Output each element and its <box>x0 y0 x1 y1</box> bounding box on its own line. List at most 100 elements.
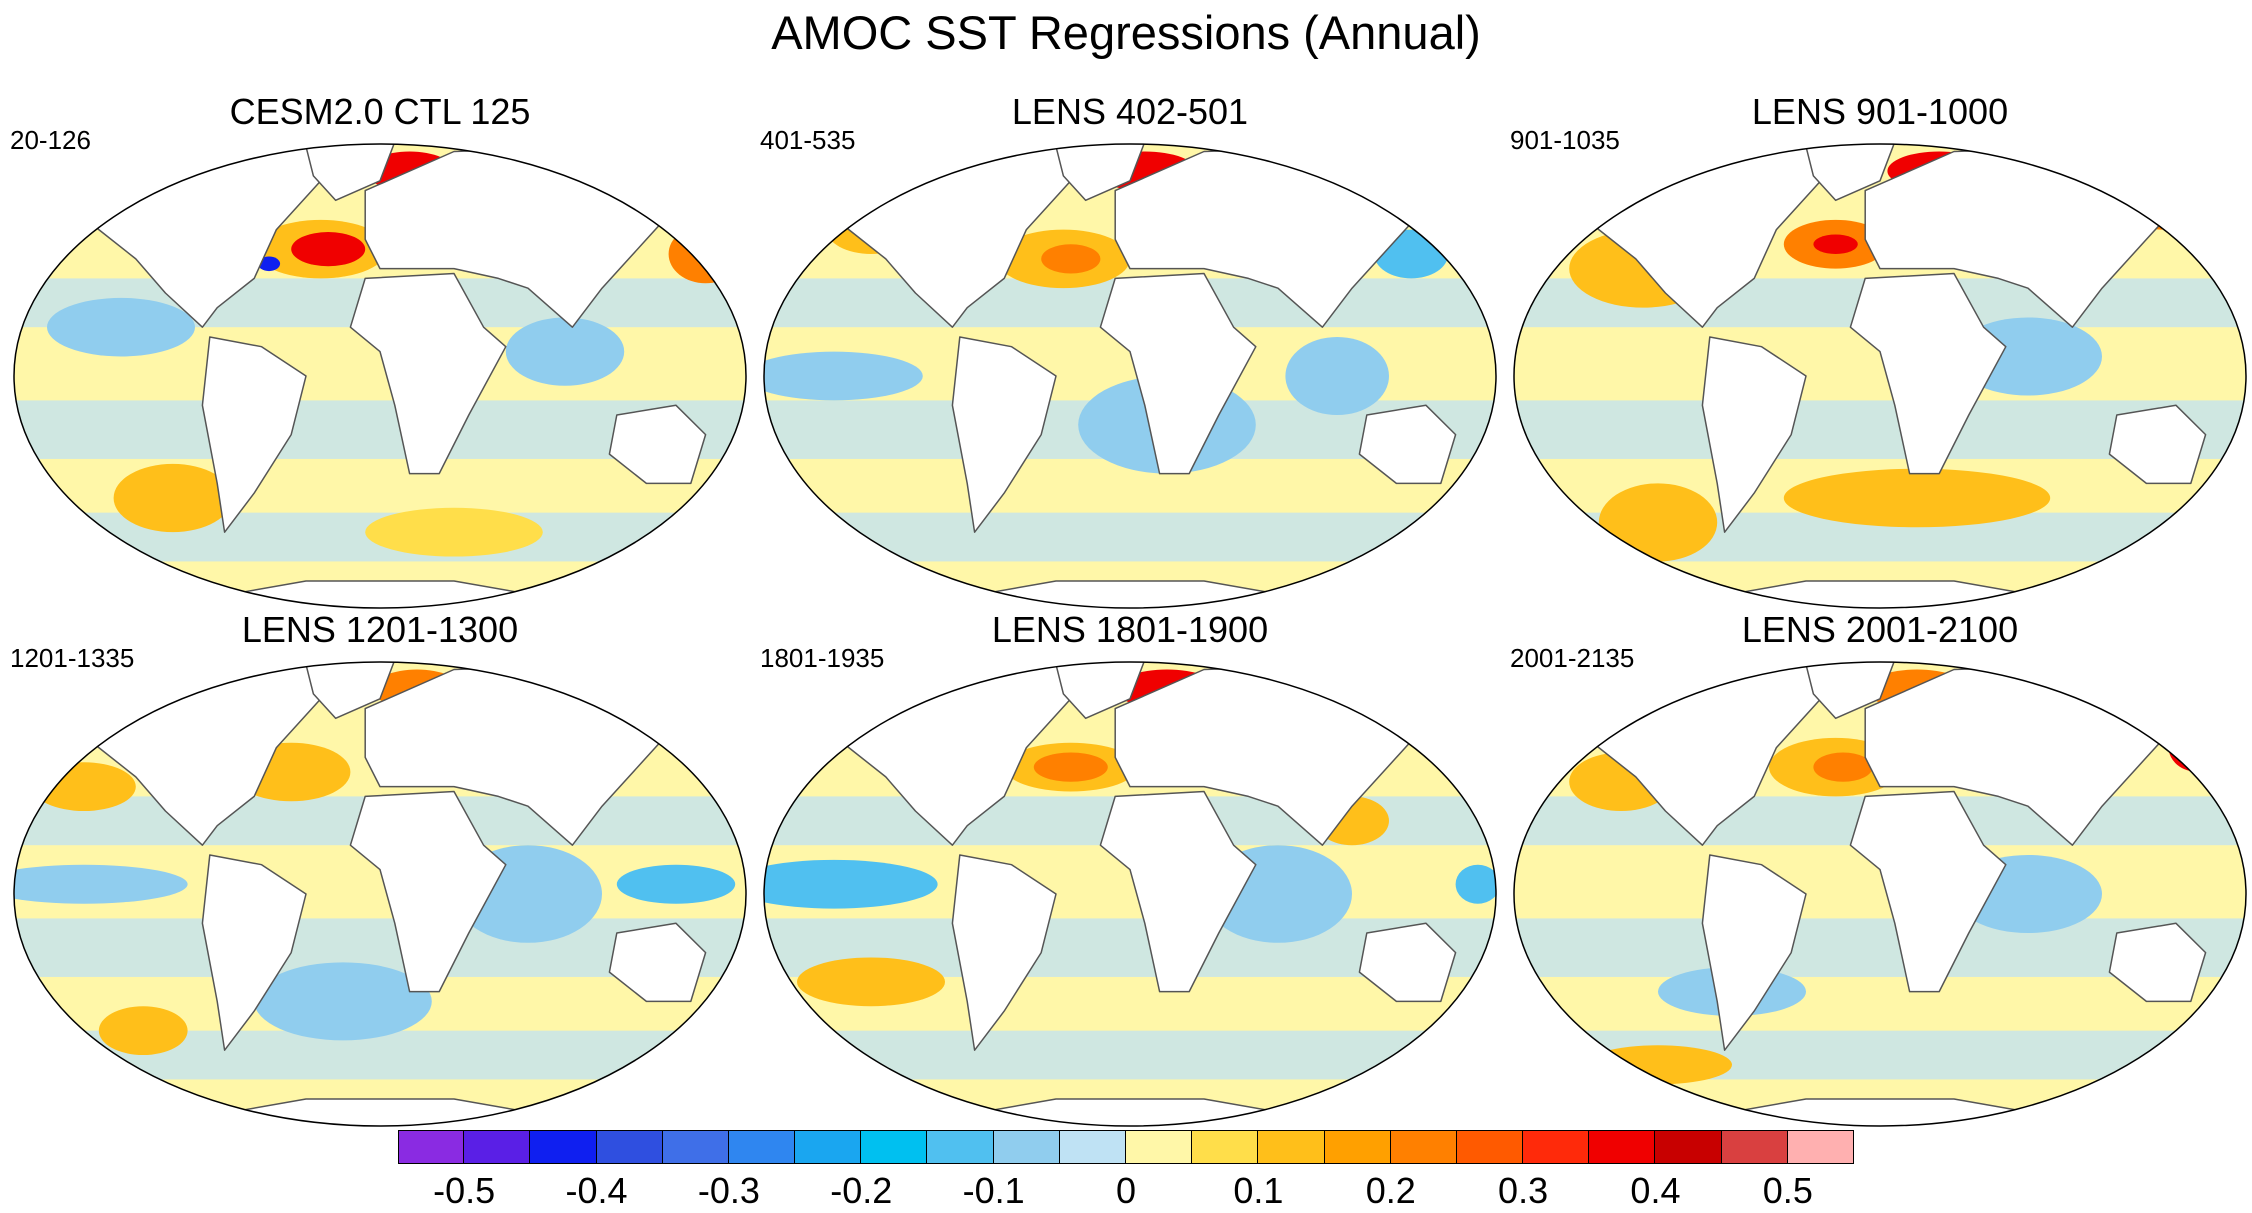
anomaly-region <box>113 463 232 533</box>
anomaly-region <box>32 762 136 812</box>
colorbar-swatch <box>596 1130 663 1164</box>
colorbar-swatch <box>1258 1130 1325 1164</box>
panel-title: LENS 1801-1900 <box>991 609 1269 650</box>
panel-range-label: 2001-2135 <box>1510 643 1635 673</box>
anomaly-band <box>764 512 1496 562</box>
continent-greenland <box>305 662 396 720</box>
colorbar-swatch <box>1390 1130 1457 1164</box>
colorbar-tick-label: 0.4 <box>1630 1170 1681 1211</box>
anomaly-region <box>797 957 945 1007</box>
panel-range-label: 20-126 <box>10 125 91 155</box>
continent-australia <box>2108 922 2207 1003</box>
colorbar-swatch <box>1324 1130 1391 1164</box>
colorbar <box>398 1130 1854 1166</box>
anomaly-region <box>505 317 625 386</box>
anomaly-region <box>764 859 938 909</box>
anomaly-region <box>254 962 432 1041</box>
panel-range-label: 1801-1935 <box>760 643 885 673</box>
world-map <box>1513 661 2247 1127</box>
map-panel: LENS 1201-1300 1201-1335 <box>10 608 750 1138</box>
colorbar-swatch <box>795 1130 862 1164</box>
anomaly-region <box>668 224 743 284</box>
map-panel: LENS 402-501 401-535 <box>760 90 1500 620</box>
continent-africa <box>1099 272 1257 475</box>
panel-title: LENS 1201-1300 <box>241 609 519 650</box>
colorbar-swatch <box>1456 1130 1524 1164</box>
continent-greenland <box>305 144 396 202</box>
continent-australia <box>1358 404 1457 485</box>
continent-africa <box>1849 790 2007 993</box>
map-panel: CESM2.0 CTL 125 20-126 <box>10 90 750 620</box>
continent-greenland <box>1805 144 1896 202</box>
continent-australia <box>608 922 707 1003</box>
continent-south-america <box>951 336 1057 533</box>
continent-australia <box>2108 404 2207 485</box>
colorbar-swatch <box>1721 1130 1788 1164</box>
panel-range-label: 1201-1335 <box>10 643 135 673</box>
anomaly-region <box>47 297 195 357</box>
colorbar-tick-label: 0.1 <box>1233 1170 1284 1211</box>
continent-greenland <box>1055 662 1146 720</box>
figure-title: AMOC SST Regressions (Annual) <box>771 6 1481 59</box>
continent-south-america <box>1701 336 1807 533</box>
panel-range-label: 901-1035 <box>1510 125 1620 155</box>
continent-greenland <box>1805 662 1896 720</box>
panel-title: CESM2.0 CTL 125 <box>229 91 531 132</box>
anomaly-region <box>291 232 366 267</box>
colorbar-swatch <box>1655 1130 1722 1164</box>
world-map <box>1513 143 2247 609</box>
colorbar-swatch <box>1059 1130 1126 1164</box>
anomaly-region <box>14 864 188 904</box>
anomaly-region <box>1813 752 1873 782</box>
continent-australia <box>608 404 707 485</box>
continent-africa <box>1099 790 1257 993</box>
anomaly-region <box>2168 723 2228 772</box>
colorbar-tick-label: -0.1 <box>962 1170 1025 1211</box>
colorbar-swatch <box>530 1130 597 1164</box>
panel-range-label: 401-535 <box>760 125 856 155</box>
colorbar-swatch <box>1192 1130 1259 1164</box>
colorbar-swatch <box>662 1130 729 1164</box>
anomaly-region <box>1033 752 1108 782</box>
continent-australia <box>1358 922 1457 1003</box>
colorbar-swatch <box>1523 1130 1590 1164</box>
continent-south-america <box>201 854 307 1051</box>
map-outline <box>13 143 747 609</box>
colorbar-tick-label: 0 <box>1115 1170 1137 1211</box>
continent-south-america <box>1701 854 1807 1051</box>
colorbar-tick-label: 0.2 <box>1365 1170 1416 1211</box>
anomaly-region <box>1813 234 1858 254</box>
anomaly-region <box>1041 244 1101 274</box>
map-panel: LENS 1801-1900 1801-1935 <box>760 608 1500 1138</box>
map-outline <box>763 661 1497 1127</box>
continent-africa <box>349 790 507 993</box>
anomaly-region <box>98 1006 188 1056</box>
colorbar-tick-label: -0.2 <box>830 1170 893 1211</box>
colorbar-swatch <box>464 1130 531 1164</box>
map-panel: LENS 2001-2100 2001-2135 <box>1510 608 2250 1138</box>
colorbar-tick-label: -0.3 <box>697 1170 760 1211</box>
colorbar-swatch <box>728 1130 796 1164</box>
colorbar-swatch <box>1126 1130 1193 1164</box>
continent-south-america <box>201 336 307 533</box>
map-outline <box>1513 661 2247 1127</box>
continent-greenland <box>1055 144 1146 202</box>
colorbar-tick-label: 0.3 <box>1498 1170 1549 1211</box>
world-map <box>763 143 1497 609</box>
anomaly-region <box>616 864 736 904</box>
map-outline <box>1513 143 2247 609</box>
colorbar-swatch <box>1589 1130 1656 1164</box>
continent-south-america <box>951 854 1057 1051</box>
colorbar-swatch <box>993 1130 1060 1164</box>
colorbar-swatch <box>1787 1130 1854 1164</box>
continent-africa <box>1849 272 2007 475</box>
colorbar-swatch <box>927 1130 994 1164</box>
panel-title: LENS 2001-2100 <box>1741 609 2019 650</box>
anomaly-band <box>764 1030 1496 1080</box>
colorbar-tick-label: -0.5 <box>433 1170 496 1211</box>
anomaly-region <box>365 507 543 557</box>
panel-title: LENS 402-501 <box>1011 91 1249 132</box>
world-map <box>13 661 747 1127</box>
world-map <box>13 143 747 609</box>
world-map <box>763 661 1497 1127</box>
